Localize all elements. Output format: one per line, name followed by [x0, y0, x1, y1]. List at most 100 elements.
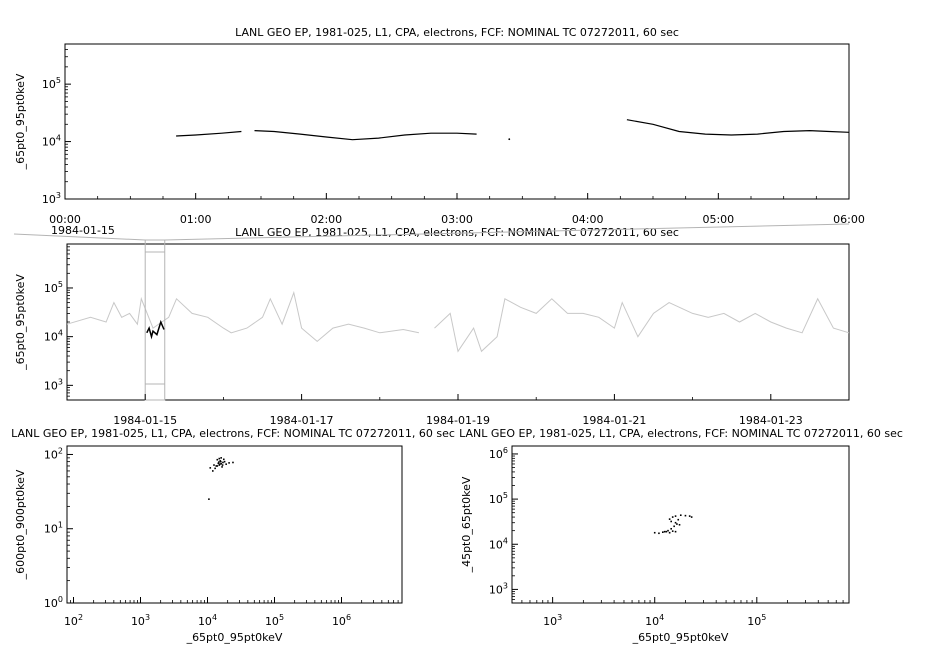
- data-point: [668, 518, 671, 520]
- x-tick-label: 03:00: [441, 213, 473, 226]
- data-point: [671, 530, 674, 532]
- data-point: [674, 515, 677, 517]
- series-line: [176, 130, 242, 137]
- x-tick-label: 103: [543, 613, 562, 628]
- y-axis-label: _600pt0_900pt0keV: [14, 469, 27, 580]
- data-point: [679, 514, 682, 517]
- data-point: [676, 523, 678, 525]
- series-line: [254, 130, 477, 141]
- x-tick-label: 00:00: [49, 213, 81, 226]
- data-point: [215, 465, 218, 467]
- data-point: [678, 523, 681, 526]
- x-tick-label: 02:00: [310, 213, 342, 226]
- zoom-connector: [164, 223, 850, 241]
- x-axis-label: _65pt0_95pt0keV: [632, 631, 729, 644]
- plot-frame: [66, 243, 850, 401]
- data-point: [208, 498, 210, 500]
- data-point: [221, 464, 224, 466]
- y-tick-label: 104: [44, 329, 63, 344]
- data-point: [688, 515, 691, 517]
- x-tick-label: 105: [265, 613, 284, 628]
- data-point: [220, 457, 222, 459]
- plot-frame: [64, 43, 850, 200]
- zoom-timeseries-panel: LANL GEO EP, 1981-025, L1, CPA, electron…: [14, 26, 865, 237]
- date-label: 1984-01-15: [51, 224, 115, 237]
- zoom-connector: [13, 233, 146, 241]
- x-tick-label: 1984-01-15: [113, 414, 177, 427]
- y-axis-label: _65pt0_95pt0keV: [14, 73, 27, 170]
- data-point: [209, 467, 212, 469]
- data-point: [674, 530, 677, 533]
- data-point: [218, 457, 221, 460]
- data-point: [218, 463, 221, 465]
- context-series-line: [66, 290, 420, 343]
- x-tick-label: 106: [332, 613, 351, 628]
- data-point: [670, 520, 672, 523]
- y-tick-label: 104: [489, 536, 508, 551]
- x-tick-label: 1984-01-23: [739, 414, 803, 427]
- data-point: [667, 529, 669, 532]
- data-point: [216, 458, 219, 461]
- x-tick-label: 01:00: [180, 213, 212, 226]
- data-point: [222, 458, 225, 461]
- data-point: [216, 465, 219, 467]
- zoom-range-box: [144, 239, 166, 401]
- y-tick-label: 106: [489, 446, 508, 461]
- chart-title: LANL GEO EP, 1981-025, L1, CPA, electron…: [235, 26, 679, 39]
- x-tick-label: 1984-01-21: [582, 414, 646, 427]
- y-tick-label: 102: [44, 446, 63, 461]
- scatter-right-panel: LANL GEO EP, 1981-025, L1, CPA, electron…: [459, 427, 903, 644]
- series-line: [146, 319, 165, 340]
- data-point: [677, 518, 680, 521]
- series-line: [626, 119, 850, 136]
- data-point: [228, 462, 230, 464]
- x-tick-label: 1984-01-19: [426, 414, 490, 427]
- data-point: [221, 466, 223, 468]
- y-tick-label: 104: [42, 134, 61, 149]
- data-point: [222, 461, 224, 464]
- x-tick-label: 105: [747, 613, 766, 628]
- data-point: [663, 530, 666, 533]
- data-point: [665, 530, 668, 533]
- data-point: [653, 531, 656, 534]
- y-tick-label: 100: [44, 595, 63, 610]
- scatter-left-panel: LANL GEO EP, 1981-025, L1, CPA, electron…: [11, 427, 455, 644]
- x-tick-label: 04:00: [572, 213, 604, 226]
- data-point: [674, 521, 677, 524]
- data-point: [217, 462, 220, 465]
- data-point: [223, 460, 226, 463]
- x-tick-label: 104: [645, 613, 664, 628]
- data-point: [661, 531, 664, 533]
- data-point: [671, 516, 674, 518]
- data-point: [220, 462, 222, 465]
- y-tick-label: 105: [489, 491, 508, 506]
- data-point: [220, 460, 222, 463]
- y-axis-label: _65pt0_95pt0keV: [14, 274, 27, 371]
- x-tick-label: 104: [198, 613, 217, 628]
- context-series-line: [434, 297, 850, 353]
- x-tick-label: 06:00: [833, 213, 865, 226]
- chart-title: LANL GEO EP, 1981-025, L1, CPA, electron…: [459, 427, 903, 440]
- data-point: [218, 464, 221, 466]
- y-tick-label: 103: [489, 581, 508, 596]
- x-tick-label: 102: [64, 613, 83, 628]
- data-point: [213, 464, 215, 466]
- y-tick-label: 105: [42, 76, 61, 91]
- data-point: [225, 463, 227, 465]
- data-point: [508, 138, 511, 141]
- data-point: [670, 527, 672, 530]
- x-tick-label: 103: [131, 613, 150, 628]
- y-tick-label: 103: [42, 191, 61, 206]
- y-tick-label: 103: [44, 377, 63, 392]
- data-point: [214, 467, 216, 470]
- data-point: [211, 470, 214, 472]
- data-point: [684, 514, 687, 517]
- data-point: [673, 525, 675, 528]
- plot-frame: [66, 445, 403, 604]
- y-axis-label: _45pt0_65pt0keV: [460, 476, 473, 573]
- data-point: [218, 461, 220, 463]
- data-point: [232, 461, 234, 464]
- data-point: [690, 516, 693, 518]
- data-point: [668, 531, 671, 534]
